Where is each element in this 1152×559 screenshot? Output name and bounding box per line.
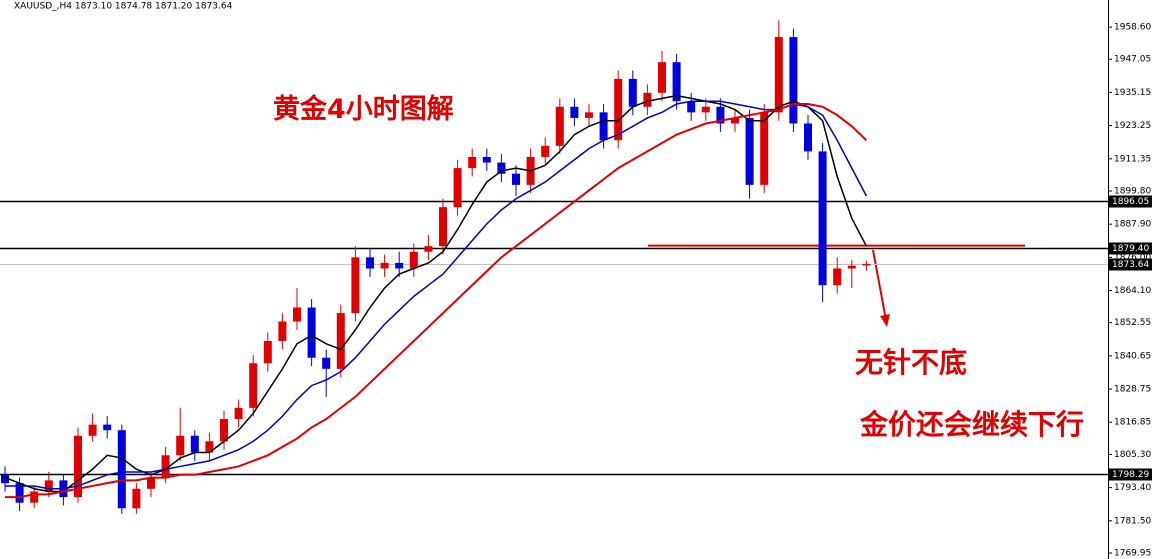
- candle-body: [599, 112, 608, 141]
- candle-body: [774, 37, 783, 113]
- candle-body: [818, 151, 827, 286]
- candle-body: [103, 424, 112, 431]
- arrow-head: [880, 314, 890, 327]
- moving-average: [4, 94, 868, 493]
- y-tick-label: 1769.95: [1114, 549, 1151, 559]
- y-tick-label: 1923.25: [1114, 121, 1151, 131]
- candle-body: [833, 268, 842, 286]
- price-label-box: [1109, 258, 1152, 271]
- moving-average: [5, 100, 868, 490]
- candle-body: [804, 123, 812, 152]
- candle-body: [380, 262, 389, 269]
- candle-body: [278, 321, 287, 341]
- y-tick-label: 1805.30: [1114, 450, 1151, 460]
- candle-body: [1, 474, 9, 484]
- candle-body: [672, 62, 681, 102]
- candle-body: [701, 106, 710, 113]
- candle-body: [453, 168, 462, 208]
- y-tick-label: 1947.05: [1114, 55, 1151, 65]
- candle-body: [220, 419, 228, 442]
- y-tick-label: 1793.40: [1114, 483, 1151, 493]
- candle-body: [555, 106, 564, 146]
- candle-body: [716, 106, 725, 124]
- price-label: 1798.29: [1112, 470, 1149, 480]
- candle-body: [731, 117, 739, 124]
- candle-body: [74, 435, 82, 498]
- y-tick-label: 1935.15: [1114, 88, 1151, 98]
- candle-body: [512, 173, 520, 185]
- candle-body: [205, 441, 214, 453]
- y-tick-label: 1840.65: [1114, 351, 1151, 361]
- candle-body: [541, 145, 550, 157]
- candle-body: [336, 313, 345, 369]
- candle-body: [628, 78, 637, 107]
- y-tick-label: 1852.55: [1114, 318, 1151, 328]
- price-label: 1879.40: [1112, 244, 1149, 254]
- y-tick-label: 1899.80: [1114, 186, 1151, 196]
- candle-body: [439, 207, 447, 247]
- candle-body: [161, 455, 170, 478]
- candle-body: [293, 307, 301, 322]
- candle-body: [585, 112, 593, 118]
- chart-title: XAUUSD_,H4 1873.10 1874.78 1871.20 1873.…: [14, 2, 233, 12]
- candle-body: [614, 78, 623, 141]
- candle-body: [322, 357, 331, 369]
- candle-body: [249, 363, 258, 408]
- candle-body: [789, 37, 798, 124]
- candle-body: [117, 430, 126, 509]
- candle-body: [643, 92, 652, 107]
- candle-body: [468, 156, 477, 169]
- annotation: 无针不底: [855, 346, 967, 379]
- price-label-box: [1109, 468, 1152, 481]
- candle-body: [307, 307, 316, 358]
- candle-body: [497, 162, 506, 174]
- candle-body: [658, 62, 666, 93]
- candle-body: [847, 265, 856, 269]
- price-label-box: [1109, 195, 1152, 208]
- candle-body: [132, 488, 141, 509]
- candle-body: [351, 257, 360, 314]
- y-tick-label: 1887.90: [1114, 220, 1151, 230]
- candle-body: [424, 246, 433, 252]
- candle-body: [234, 407, 243, 420]
- annotation: 黄金4小时图解: [273, 93, 454, 125]
- candle-body: [745, 117, 754, 185]
- y-tick-label: 1816.85: [1114, 418, 1151, 428]
- price-label: 1896.05: [1112, 197, 1149, 207]
- candle-body: [88, 424, 97, 436]
- candle-body: [15, 483, 24, 503]
- candle-body: [862, 263, 871, 266]
- candle-body: [176, 435, 185, 456]
- candle-body: [263, 340, 272, 364]
- candle-body: [366, 257, 374, 269]
- y-tick-label: 1958.60: [1114, 23, 1151, 33]
- y-tick-label: 1876.00: [1114, 253, 1151, 263]
- candle-body: [147, 477, 155, 489]
- candle-body: [570, 106, 579, 118]
- moving-average: [5, 102, 868, 499]
- y-tick-label: 1781.50: [1114, 516, 1151, 526]
- arrow: [872, 249, 887, 321]
- price-label-box: [1109, 242, 1152, 255]
- y-tick-label: 1828.75: [1114, 385, 1151, 395]
- candle-body: [190, 435, 199, 453]
- candle-body: [687, 101, 696, 113]
- candle-body: [395, 262, 404, 269]
- candle-body: [760, 112, 769, 185]
- annotation: 金价还会继续下行: [859, 408, 1084, 441]
- candle-body: [409, 251, 418, 269]
- candle-body: [44, 480, 53, 492]
- y-tick-label: 1864.10: [1114, 286, 1151, 296]
- y-tick-label: 1911.35: [1114, 154, 1151, 164]
- price-label: 1873.64: [1112, 260, 1149, 270]
- candle-body: [482, 156, 491, 163]
- candle-body: [30, 491, 39, 503]
